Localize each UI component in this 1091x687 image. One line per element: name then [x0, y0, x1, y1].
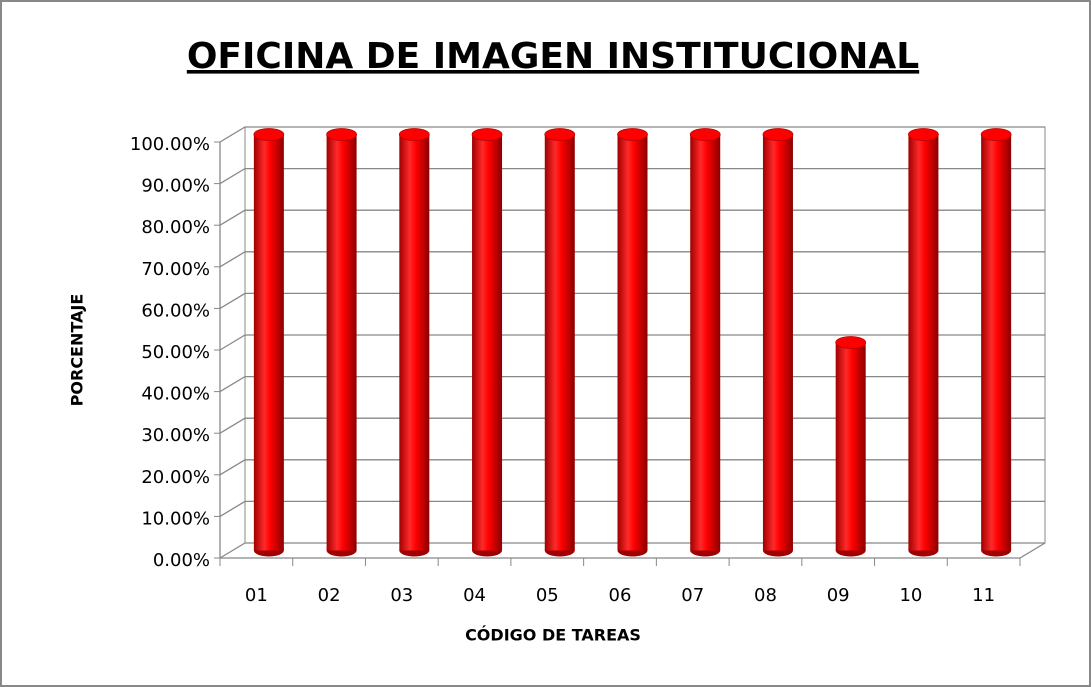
y-tick-label: 60.00%: [141, 300, 210, 321]
y-tick-label: 80.00%: [141, 217, 210, 238]
x-tick-label: 10: [899, 585, 922, 606]
bar: [253, 134, 284, 551]
bar-top: [908, 128, 939, 141]
x-tick-label: 03: [390, 585, 413, 606]
bar-top: [617, 128, 648, 141]
grid-line: [219, 126, 1045, 143]
bar: [399, 134, 430, 551]
x-tick-label: 09: [827, 585, 850, 606]
bar-top: [544, 128, 576, 141]
x-axis-label: CÓDIGO DE TAREAS: [465, 626, 641, 645]
bar: [762, 134, 793, 551]
bar-top: [471, 128, 503, 141]
bar: [835, 342, 866, 551]
y-tick-label: 90.00%: [141, 176, 210, 197]
x-tick-label: 06: [609, 585, 632, 606]
y-tick-label: 50.00%: [141, 342, 210, 363]
bar-top: [762, 128, 794, 141]
y-tick-label: 30.00%: [141, 425, 210, 446]
y-tick-label: 20.00%: [141, 467, 210, 488]
x-tick-label: 07: [681, 585, 704, 606]
bar-top: [689, 128, 721, 141]
x-tick-label: 08: [754, 585, 777, 606]
x-tick-label: 11: [972, 585, 995, 606]
bar: [908, 134, 939, 551]
y-tick-label: 0.00%: [153, 550, 210, 571]
bar-top: [980, 128, 1012, 141]
bar: [326, 134, 357, 551]
bar-top: [326, 128, 357, 141]
bar: [544, 134, 575, 551]
y-tick-label: 70.00%: [141, 259, 210, 280]
x-tick-label: 05: [536, 585, 559, 606]
bar: [472, 134, 503, 551]
y-axis-label: PORCENTAJE: [68, 294, 87, 407]
y-tick-label: 10.00%: [141, 508, 210, 529]
bar-top: [398, 128, 430, 141]
x-tick-label: 02: [318, 585, 341, 606]
y-tick-label: 40.00%: [141, 384, 210, 405]
y-tick-label: 100.00%: [130, 134, 210, 155]
bar-top: [253, 128, 285, 141]
bar: [981, 134, 1012, 551]
bar-top: [835, 336, 867, 349]
bar: [617, 134, 648, 551]
x-tick-label: 01: [245, 585, 268, 606]
chart-title: OFICINA DE IMAGEN INSTITUCIONAL: [187, 36, 919, 77]
x-tick-label: 04: [463, 585, 486, 606]
bar: [690, 134, 721, 551]
